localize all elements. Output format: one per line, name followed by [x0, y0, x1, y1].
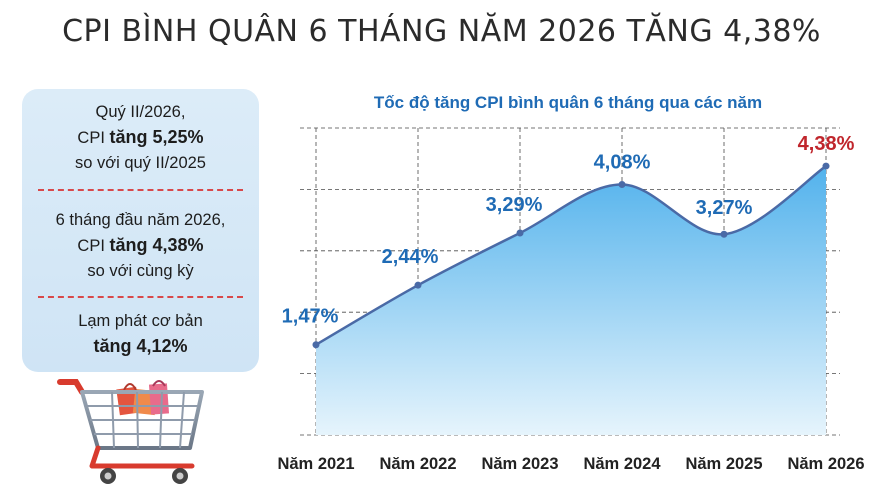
- x-tick-label: Năm 2022: [379, 455, 456, 473]
- data-point: [618, 180, 626, 188]
- data-label: 3,29%: [486, 194, 543, 216]
- data-point: [414, 281, 422, 289]
- data-labels: 1,47% 2,44% 3,29% 4,08% 3,27% 4,38%: [282, 133, 855, 328]
- divider: [38, 189, 243, 191]
- quarter-summary-line2: CPI tăng 5,25%: [77, 127, 204, 147]
- quarter-summary-line3: so với quý II/2025: [75, 154, 206, 172]
- page-title: CPI BÌNH QUÂN 6 THÁNG NĂM 2026 TĂNG 4,38…: [62, 14, 821, 49]
- core-inflation-value: tăng 4,12%: [93, 336, 188, 356]
- x-tick-label: Năm 2025: [685, 455, 762, 473]
- data-point: [822, 162, 830, 170]
- quarter-summary: Quý II/2026, CPI tăng 5,25% so với quý I…: [22, 100, 259, 176]
- x-tick-label: Năm 2023: [481, 455, 558, 473]
- data-label: 4,08%: [594, 151, 651, 173]
- x-tick-label: Năm 2024: [583, 455, 661, 473]
- half-year-summary: 6 tháng đầu năm 2026, CPI tăng 4,38% so …: [22, 208, 259, 284]
- shopping-cart-icon: [57, 379, 204, 484]
- half-year-summary-line2: CPI tăng 4,38%: [77, 235, 204, 255]
- data-label: 1,47%: [282, 306, 339, 328]
- data-point: [720, 230, 728, 238]
- x-tick-label: Năm 2026: [787, 455, 864, 473]
- half-year-summary-value: tăng 4,38%: [109, 235, 204, 255]
- data-marks: [312, 162, 830, 349]
- data-label: 4,38%: [798, 133, 855, 155]
- divider: [38, 296, 243, 298]
- series-area: [316, 166, 826, 435]
- chart-title: Tốc độ tăng CPI bình quân 6 tháng qua cá…: [374, 93, 762, 112]
- quarter-summary-line1: Quý II/2026,: [95, 103, 186, 121]
- x-axis-ticks: Năm 2021 Năm 2022 Năm 2023 Năm 2024 Năm 2025…: [277, 455, 864, 473]
- data-point: [312, 341, 320, 349]
- core-inflation-line1: Lạm phát cơ bản: [78, 312, 203, 330]
- core-inflation-summary: Lạm phát cơ bản tăng 4,12%: [22, 309, 259, 359]
- data-label: 2,44%: [382, 246, 439, 268]
- half-year-summary-line3: so với cùng kỳ: [87, 262, 194, 280]
- quarter-summary-value: tăng 5,25%: [109, 127, 204, 147]
- half-year-summary-line1: 6 tháng đầu năm 2026,: [55, 211, 226, 229]
- summary-panel: Quý II/2026, CPI tăng 5,25% so với quý I…: [22, 89, 259, 372]
- x-tick-label: Năm 2021: [277, 455, 354, 473]
- data-point: [516, 229, 524, 237]
- series-line: [315, 165, 827, 346]
- data-label: 3,27%: [696, 197, 753, 219]
